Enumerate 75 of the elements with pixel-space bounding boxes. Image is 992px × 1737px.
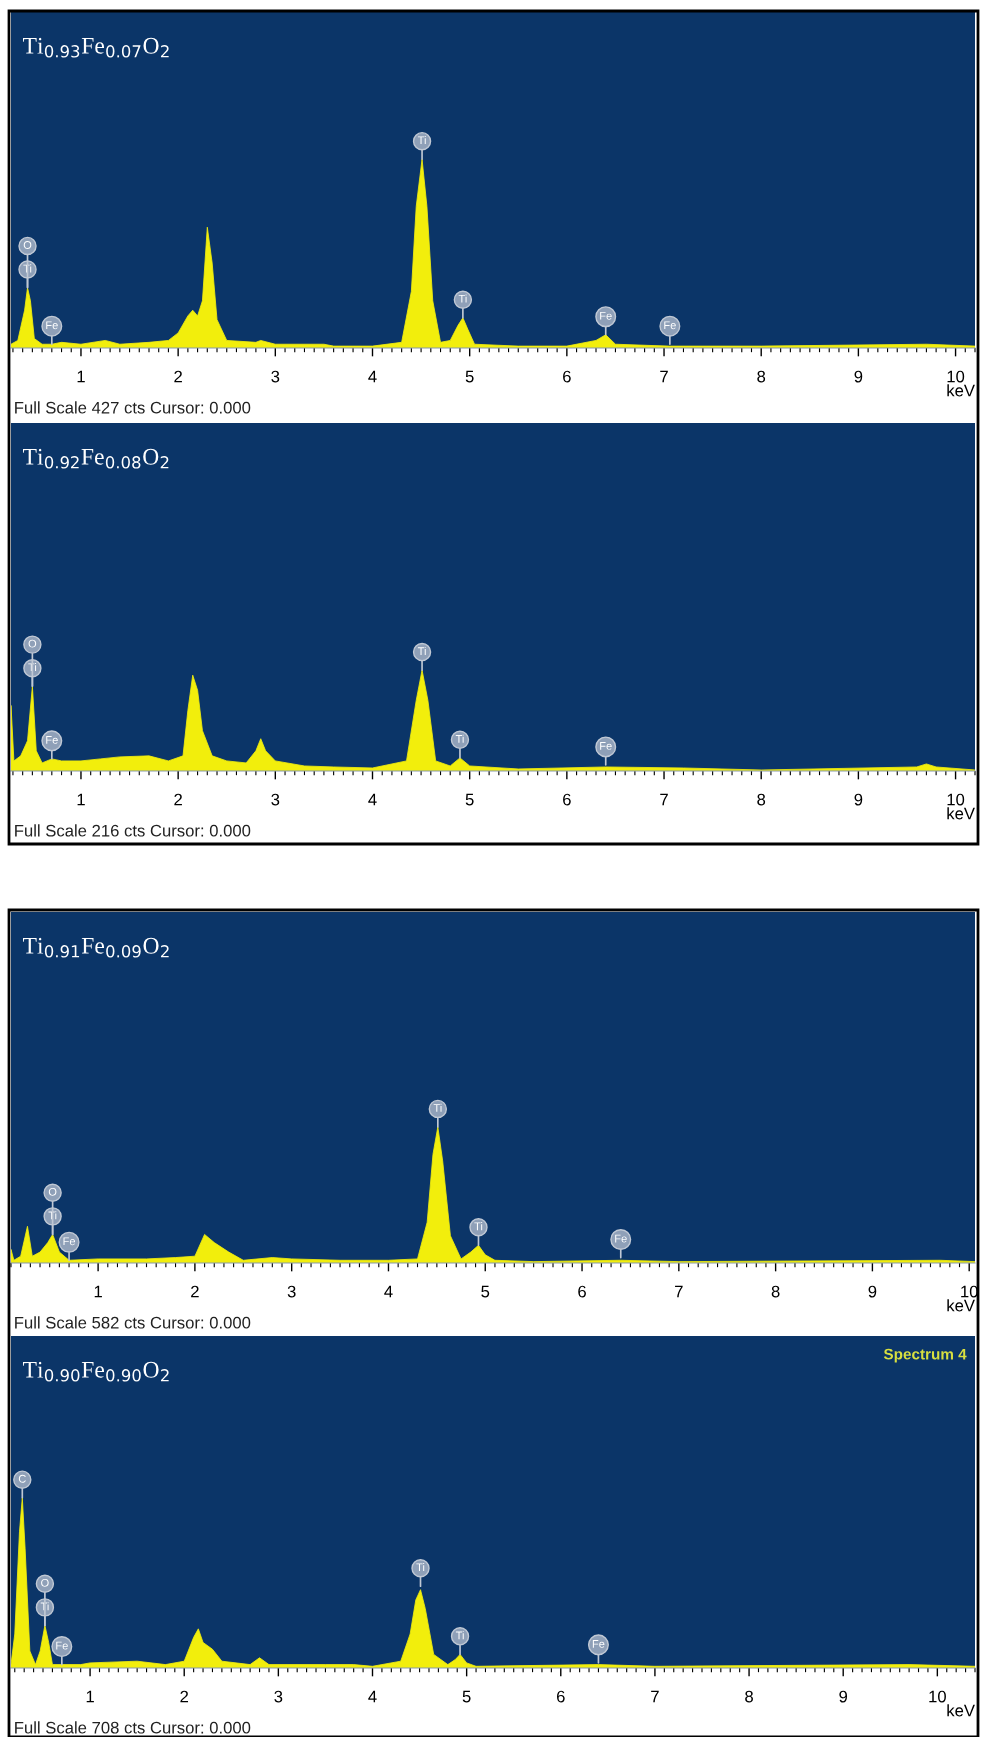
- annotation: Ti: [417, 136, 426, 145]
- text: Spectrum 4: [883, 1348, 967, 1363]
- annotation: Fe: [664, 321, 676, 330]
- x-tick-label: 9: [854, 370, 863, 383]
- x-tick-label: 6: [563, 793, 571, 806]
- x-tick-label: 8: [757, 793, 766, 806]
- x-tick-label: 3: [287, 1285, 296, 1298]
- annotation: Ti: [40, 1602, 49, 1611]
- x-tick-label: 2: [174, 370, 182, 383]
- x-tick-label: 3: [271, 370, 280, 383]
- x-tick-label: 5: [465, 370, 474, 383]
- x-tick-label: 9: [854, 793, 863, 806]
- text: Full Scale 708 cts Cursor: 0.000: [15, 1721, 251, 1734]
- x-tick-label: 9: [839, 1690, 848, 1703]
- annotation: Fe: [46, 736, 58, 744]
- x-tick-label: 5: [481, 1285, 490, 1298]
- x-tick-label: 1: [77, 793, 85, 806]
- annotation: Ti: [433, 1103, 442, 1112]
- x-tick-label: 8: [757, 370, 766, 383]
- x-tick-label: 6: [556, 1690, 565, 1703]
- annotation: Fe: [46, 321, 58, 330]
- x-tick-label: 10: [947, 370, 965, 383]
- x-tick-label: 6: [563, 370, 571, 383]
- annotation: O: [48, 1187, 57, 1196]
- x-axis-title: keV: [947, 1704, 975, 1717]
- x-tick-label: 1: [86, 1690, 94, 1703]
- x-tick-label: 8: [745, 1690, 753, 1703]
- x-tick-label: 4: [384, 1285, 393, 1298]
- x-tick-label: 7: [675, 1285, 683, 1298]
- x-tick-label: 3: [274, 1690, 283, 1703]
- annotation: Ti: [474, 1222, 483, 1231]
- annotation: Fe: [592, 1640, 605, 1648]
- x-axis-title: keV: [947, 807, 975, 820]
- x-tick-label: 3: [271, 793, 280, 806]
- annotation: Fe: [56, 1641, 68, 1650]
- x-tick-label: 2: [174, 793, 182, 806]
- chart-title: Ti$_{0.92}$Fe$_{0.08}$O$_{2}$: [23, 448, 169, 469]
- text: Full Scale 216 cts Cursor: 0.000: [15, 824, 251, 837]
- x-tick-label: 7: [651, 1690, 659, 1703]
- annotation: Fe: [600, 311, 612, 320]
- x-tick-label: 5: [465, 793, 474, 806]
- chart-title: Ti$_{0.91}$Fe$_{0.09}$O$_{2}$: [23, 937, 169, 958]
- x-tick-label: 5: [462, 1690, 471, 1703]
- x-tick-label: 4: [368, 370, 377, 383]
- x-tick-label: 10: [929, 1690, 946, 1703]
- annotation: Fe: [63, 1237, 76, 1246]
- x-tick-label: 6: [578, 1285, 586, 1298]
- annotation: Ti: [455, 734, 464, 743]
- x-tick-label: 4: [368, 1690, 377, 1703]
- x-tick-label: 10: [947, 793, 965, 806]
- x-tick-label: 2: [180, 1690, 189, 1703]
- x-axis-title: keV: [947, 1299, 975, 1312]
- annotation: Fe: [615, 1234, 627, 1243]
- annotation: Ti: [416, 1563, 425, 1572]
- x-tick-label: 7: [660, 370, 668, 383]
- x-tick-label: 4: [368, 793, 377, 806]
- x-tick-label: 8: [771, 1285, 780, 1298]
- x-tick-label: 9: [868, 1285, 877, 1298]
- annotation: O: [23, 241, 32, 249]
- x-tick-label: 2: [191, 1285, 199, 1298]
- annotation: Fe: [600, 742, 612, 750]
- text: Full Scale 582 cts Cursor: 0.000: [15, 1316, 251, 1329]
- x-tick-label: 1: [94, 1285, 102, 1298]
- annotation: Ti: [455, 1631, 464, 1640]
- x-axis-title: keV: [947, 384, 975, 397]
- annotation: Ti: [417, 646, 426, 655]
- x-tick-label: 7: [660, 793, 668, 806]
- text: Full Scale 427 cts Cursor: 0.000: [15, 401, 251, 414]
- annotation: O: [41, 1578, 49, 1587]
- annotation: C: [18, 1474, 26, 1483]
- x-tick-label: 1: [77, 370, 85, 383]
- annotation: Ti: [458, 294, 467, 303]
- annotation: O: [28, 639, 37, 648]
- chart-title: Ti$_{0.93}$Fe$_{0.07}$O$_{2}$: [23, 37, 169, 58]
- chart-title: Ti$_{0.90}$Fe$_{0.90}$O$_{2}$: [23, 1361, 169, 1382]
